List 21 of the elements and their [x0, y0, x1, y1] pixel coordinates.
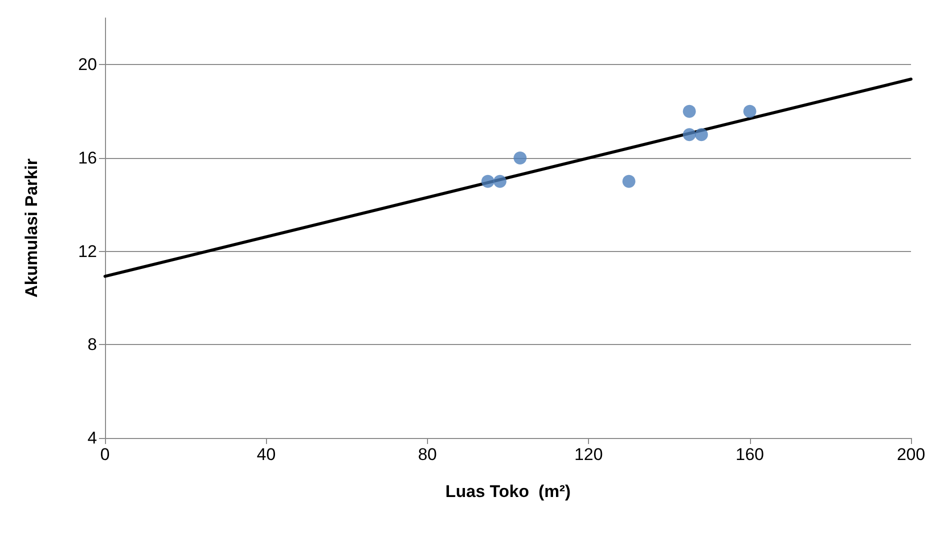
y-axis-title: Akumulasi Parkir — [22, 158, 41, 298]
point — [682, 128, 696, 142]
point — [694, 128, 708, 142]
x-tick-label: 160 — [736, 445, 764, 464]
y-tick-label: 4 — [88, 428, 97, 448]
y-tick-label: 12 — [78, 242, 97, 261]
x-tick-label: 80 — [418, 445, 437, 464]
point — [493, 174, 506, 188]
y-tick-label: 16 — [78, 148, 97, 168]
x-tick-label: 0 — [100, 445, 110, 464]
point — [743, 104, 756, 118]
y-tick-label: 20 — [78, 55, 97, 74]
point — [514, 152, 527, 164]
x-tick-label: 40 — [256, 445, 276, 464]
point — [682, 104, 696, 118]
x-tick-label: 120 — [574, 445, 603, 464]
x-axis-title: Luas Toko (m²) — [445, 482, 571, 501]
point — [481, 174, 494, 188]
point — [622, 174, 636, 188]
x-tick-label: 200 — [896, 445, 926, 464]
y-tick-label: 8 — [88, 335, 97, 354]
